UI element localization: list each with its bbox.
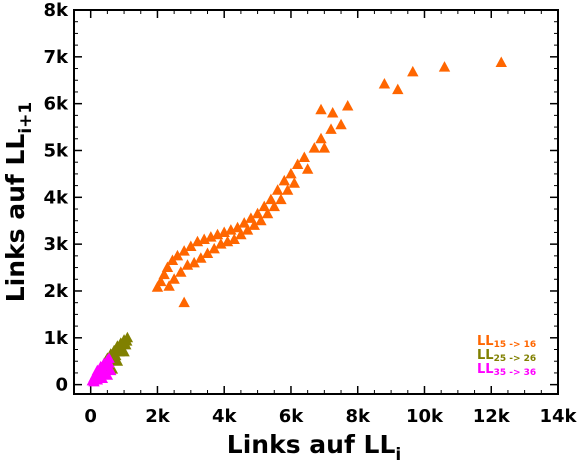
data-point xyxy=(98,365,110,377)
data-point xyxy=(407,65,419,77)
y-tick-label: 0 xyxy=(55,375,68,396)
x-tick-label: 0 xyxy=(84,406,97,427)
data-point xyxy=(258,200,270,212)
data-point xyxy=(261,207,274,219)
data-point xyxy=(178,296,190,308)
legend-entry: LL15 -> 16 xyxy=(477,334,536,350)
y-tick-label: 4k xyxy=(44,187,70,208)
data-point xyxy=(231,221,244,233)
data-point xyxy=(195,252,207,263)
x-axis-title: Links auf LLi xyxy=(227,430,401,462)
y-tick-label: 6k xyxy=(44,94,70,115)
data-point xyxy=(378,77,391,89)
y-tick-label: 2k xyxy=(44,281,70,302)
data-point xyxy=(171,249,184,261)
data-point xyxy=(158,268,170,280)
x-tick-label: 10k xyxy=(406,406,444,427)
y-tick-label: 5k xyxy=(44,140,70,161)
data-point xyxy=(175,266,187,277)
data-point xyxy=(308,142,321,153)
legend-entry: LL35 -> 36 xyxy=(477,362,536,378)
y-tick-label: 7k xyxy=(44,47,70,68)
data-point xyxy=(208,242,220,254)
data-point xyxy=(251,207,264,219)
y-axis-title: Links auf LLi+1 xyxy=(1,102,36,303)
data-point xyxy=(315,132,327,144)
data-point xyxy=(151,281,164,292)
data-point xyxy=(325,123,337,134)
y-tick-label: 8k xyxy=(44,0,70,21)
data-point xyxy=(235,228,247,240)
data-point xyxy=(168,273,180,284)
data-point xyxy=(163,280,175,291)
y-tick-label: 3k xyxy=(44,234,70,255)
data-point xyxy=(288,177,301,188)
data-point xyxy=(241,224,254,235)
data-point xyxy=(155,275,167,287)
data-point xyxy=(335,118,347,130)
series-layer xyxy=(86,56,507,387)
data-point xyxy=(301,163,314,174)
x-axis-title-sub: i xyxy=(395,445,401,462)
data-point xyxy=(342,100,354,111)
y-axis-title-sub: i+1 xyxy=(16,102,36,134)
legend-entry-main: LL xyxy=(477,348,494,363)
legend-entry-sub: 15 -> 16 xyxy=(494,340,537,350)
data-point xyxy=(178,245,190,256)
data-point xyxy=(318,142,331,153)
legend-entry-main: LL xyxy=(477,334,494,349)
data-point xyxy=(248,219,260,230)
data-point xyxy=(201,247,214,259)
data-point xyxy=(111,355,124,366)
data-point xyxy=(245,212,257,223)
plot-frame xyxy=(73,9,559,395)
x-tick-label: 2k xyxy=(145,406,171,427)
data-point xyxy=(103,352,115,363)
legend-entry-main: LL xyxy=(477,362,494,377)
data-point xyxy=(285,167,297,179)
data-point xyxy=(326,107,339,118)
y-axis-ticks: 0 1k 2k 3k 4k 5k 6k 7k 8k xyxy=(44,0,558,396)
data-point xyxy=(121,335,133,346)
data-point xyxy=(161,261,174,273)
x-tick-label: 6k xyxy=(279,406,305,427)
data-point xyxy=(438,61,451,72)
legend-entry-sub: 35 -> 36 xyxy=(494,368,537,378)
legend-entry: LL25 -> 26 xyxy=(477,348,536,364)
data-point xyxy=(298,151,311,163)
data-point xyxy=(281,184,294,195)
data-point xyxy=(88,375,100,387)
data-point xyxy=(291,158,304,170)
data-point xyxy=(238,217,250,228)
data-point xyxy=(185,240,197,251)
series-1 xyxy=(151,56,507,308)
y-axis-title-main: Links auf LL xyxy=(1,134,30,303)
data-point xyxy=(265,193,277,205)
series-3 xyxy=(86,352,117,387)
x-tick-label: 14k xyxy=(539,406,577,427)
x-tick-label: 8k xyxy=(345,406,371,427)
data-point xyxy=(315,103,327,115)
x-axis-title-main: Links auf LL xyxy=(227,430,396,459)
data-point xyxy=(118,345,130,357)
x-tick-label: 12k xyxy=(473,406,511,427)
data-point xyxy=(268,200,280,212)
x-axis-ticks: 0 2k 4k 6k 8k 10k 12k 14k xyxy=(84,10,578,427)
data-point xyxy=(188,256,200,268)
data-point xyxy=(228,233,240,244)
x-tick-label: 4k xyxy=(212,406,238,427)
legend-entry-sub: 25 -> 26 xyxy=(494,354,537,364)
data-point xyxy=(271,184,284,195)
y-tick-label: 1k xyxy=(44,328,70,349)
data-point xyxy=(275,193,287,205)
data-point xyxy=(278,174,290,186)
data-point xyxy=(495,56,507,67)
data-point xyxy=(392,83,404,95)
data-point xyxy=(255,214,267,226)
